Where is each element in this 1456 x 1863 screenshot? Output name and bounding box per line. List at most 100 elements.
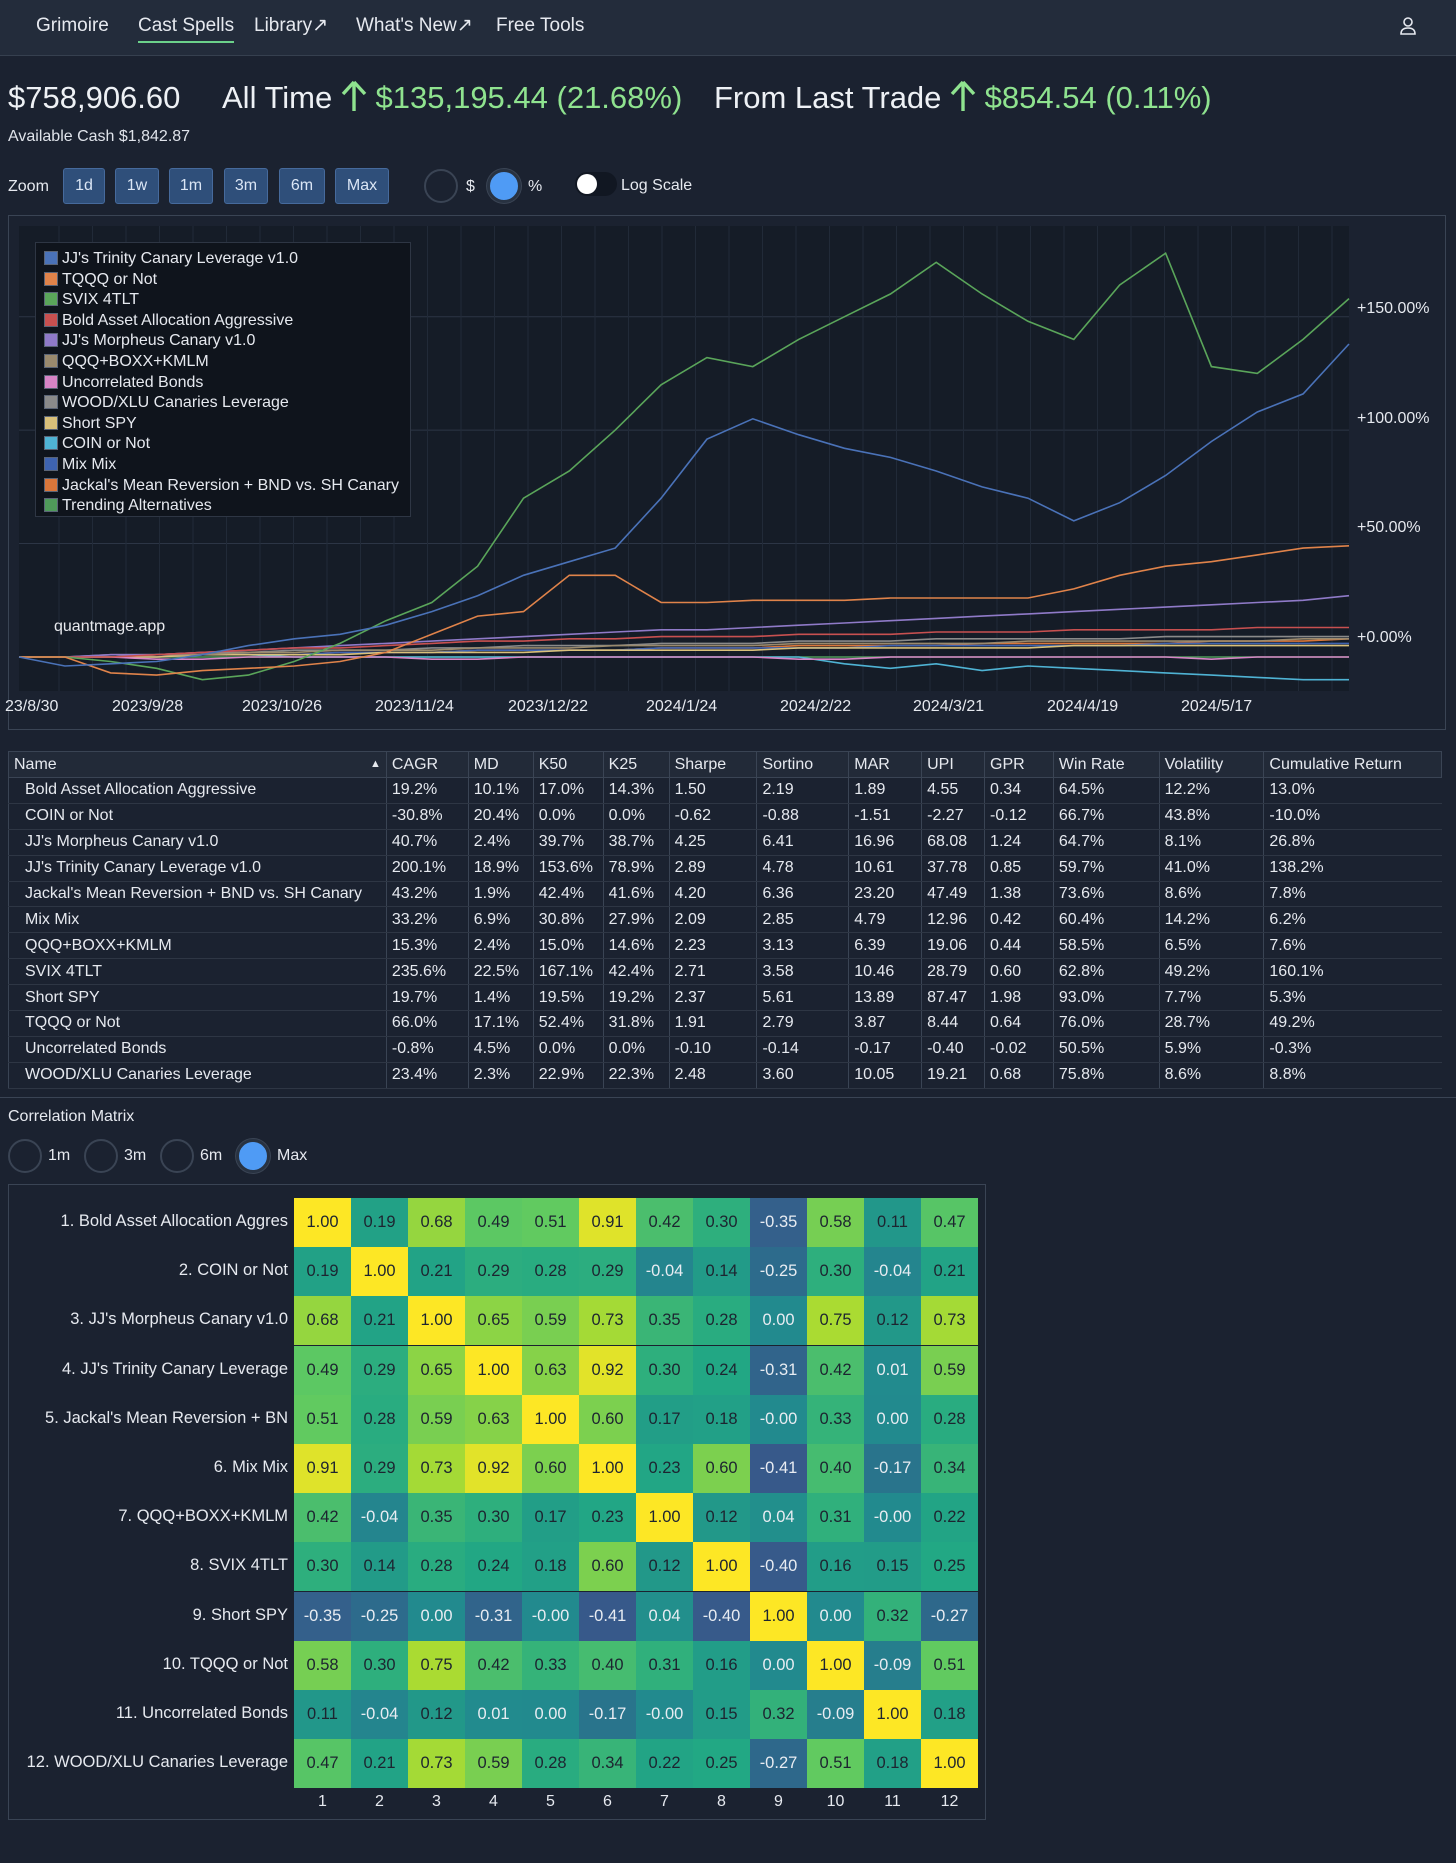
performance-chart[interactable]: JJ's Trinity Canary Leverage v1.0 TQQQ or… [5,215,1446,730]
corr-cell[interactable]: 0.23 [636,1444,693,1493]
corr-cell[interactable]: 0.58 [807,1198,864,1247]
column-header[interactable]: Sortino [756,751,850,778]
corr-cell[interactable]: 1.00 [750,1591,807,1641]
corr-cell[interactable]: 0.22 [636,1739,693,1789]
corr-cell[interactable]: 0.17 [636,1394,693,1444]
corr-cell[interactable]: 0.14 [351,1542,408,1592]
corr-range-max-radio[interactable] [236,1139,270,1173]
nav-cast-spells[interactable]: Cast Spells [138,14,235,43]
corr-cell[interactable]: 0.29 [465,1247,522,1297]
corr-cell[interactable]: 0.30 [636,1345,693,1395]
zoom-1d-button[interactable]: 1d [63,168,105,204]
corr-cell[interactable]: 0.68 [294,1296,351,1346]
corr-range-1m-radio[interactable] [8,1139,42,1173]
corr-cell[interactable]: -0.00 [750,1394,807,1444]
column-header[interactable]: CAGR [385,751,469,778]
corr-cell[interactable]: 0.12 [408,1690,465,1739]
corr-cell[interactable]: 0.60 [579,1394,636,1444]
corr-cell[interactable]: 0.42 [465,1640,522,1690]
corr-cell[interactable]: 0.19 [351,1198,408,1247]
corr-cell[interactable]: 0.00 [807,1591,864,1641]
corr-cell[interactable]: 0.11 [864,1198,921,1247]
corr-cell[interactable]: 0.59 [522,1296,579,1346]
zoom-3m-button[interactable]: 3m [224,168,268,204]
corr-cell[interactable]: -0.00 [522,1591,579,1641]
corr-cell[interactable]: 0.16 [807,1542,864,1592]
corr-cell[interactable]: 0.47 [294,1739,351,1789]
corr-cell[interactable]: 0.42 [636,1198,693,1247]
corr-cell[interactable]: 0.21 [351,1739,408,1789]
column-header[interactable]: GPR [984,751,1054,778]
corr-cell[interactable]: 1.00 [579,1444,636,1493]
corr-cell[interactable]: -0.04 [864,1247,921,1297]
corr-cell[interactable]: 1.00 [807,1640,864,1690]
corr-cell[interactable]: 0.22 [921,1493,978,1543]
nav-library[interactable]: Library↗ [254,15,328,36]
user-icon[interactable] [1396,14,1420,38]
corr-cell[interactable]: 0.17 [522,1493,579,1543]
corr-cell[interactable]: -0.25 [351,1591,408,1641]
corr-cell[interactable]: 0.21 [351,1296,408,1346]
legend-item[interactable]: Jackal's Mean Reversion + BND vs. SH Can… [44,476,410,497]
table-row[interactable]: WOOD/XLU Canaries Leverage 23.4% 2.3% 22.9%… [8,1062,1442,1089]
corr-cell[interactable]: -0.09 [807,1690,864,1739]
corr-cell[interactable]: 1.00 [693,1542,750,1592]
corr-cell[interactable]: -0.00 [636,1690,693,1739]
zoom-6m-button[interactable]: 6m [279,168,325,204]
corr-cell[interactable]: 0.73 [921,1296,978,1346]
corr-cell[interactable]: 0.92 [465,1444,522,1493]
corr-cell[interactable]: 0.31 [807,1493,864,1543]
corr-cell[interactable]: -0.35 [750,1198,807,1247]
corr-cell[interactable]: 0.12 [636,1542,693,1592]
legend-item[interactable]: COIN or Not [44,434,410,455]
column-header[interactable]: Sharpe [668,751,758,778]
corr-range-6m-radio[interactable] [160,1139,194,1173]
corr-cell[interactable]: -0.04 [351,1493,408,1543]
corr-cell[interactable]: 0.24 [693,1345,750,1395]
corr-cell[interactable]: 0.51 [294,1394,351,1444]
corr-cell[interactable]: 0.33 [522,1640,579,1690]
corr-cell[interactable]: 0.34 [579,1739,636,1789]
corr-cell[interactable]: 0.30 [693,1198,750,1247]
corr-cell[interactable]: 0.32 [864,1591,921,1641]
corr-cell[interactable]: 0.28 [921,1394,978,1444]
corr-cell[interactable]: 1.00 [921,1739,978,1789]
corr-cell[interactable]: 0.00 [864,1394,921,1444]
corr-cell[interactable]: 0.47 [921,1198,978,1247]
corr-cell[interactable]: 0.31 [636,1640,693,1690]
corr-cell[interactable]: 0.00 [750,1640,807,1690]
corr-cell[interactable]: 0.00 [750,1296,807,1346]
zoom-1m-button[interactable]: 1m [169,168,213,204]
corr-cell[interactable]: 0.73 [408,1444,465,1493]
corr-cell[interactable]: 0.30 [807,1247,864,1297]
legend-item[interactable]: Trending Alternatives [44,496,410,517]
corr-cell[interactable]: 0.01 [864,1345,921,1395]
corr-cell[interactable]: 0.65 [465,1296,522,1346]
table-row[interactable]: Uncorrelated Bonds -0.8% 4.5% 0.0% 0.0% -0.10… [8,1036,1442,1063]
corr-cell[interactable]: 0.16 [693,1640,750,1690]
corr-cell[interactable]: 0.18 [522,1542,579,1592]
corr-cell[interactable]: 0.42 [807,1345,864,1395]
corr-cell[interactable]: -0.09 [864,1640,921,1690]
corr-cell[interactable]: 0.51 [921,1640,978,1690]
corr-cell[interactable]: -0.41 [750,1444,807,1493]
corr-cell[interactable]: 0.60 [693,1444,750,1493]
table-row[interactable]: Mix Mix 33.2% 6.9% 30.8% 27.9% 2.09 2.85 4.79 12… [8,906,1442,934]
sort-ascending-icon[interactable]: ▲ [369,757,381,770]
table-row[interactable]: Bold Asset Allocation Aggressive 19.2% 10.… [8,777,1442,804]
corr-cell[interactable]: 0.28 [522,1247,579,1297]
corr-cell[interactable]: 0.35 [636,1296,693,1346]
legend-item[interactable]: TQQQ or Not [44,270,410,291]
corr-cell[interactable]: 0.15 [864,1542,921,1592]
legend-item[interactable]: Uncorrelated Bonds [44,373,410,394]
legend-item[interactable]: QQQ+BOXX+KMLM [44,352,410,373]
table-row[interactable]: JJ's Trinity Canary Leverage v1.0 200.1% 1… [8,855,1442,882]
legend-item[interactable]: WOOD/XLU Canaries Leverage [44,393,410,414]
corr-cell[interactable]: 1.00 [636,1493,693,1543]
column-header[interactable]: Win Rate [1052,751,1160,778]
corr-cell[interactable]: 0.60 [579,1542,636,1592]
corr-cell[interactable]: 0.30 [465,1493,522,1543]
corr-cell[interactable]: 0.00 [522,1690,579,1739]
corr-cell[interactable]: 0.49 [294,1345,351,1395]
corr-cell[interactable]: 0.18 [693,1394,750,1444]
